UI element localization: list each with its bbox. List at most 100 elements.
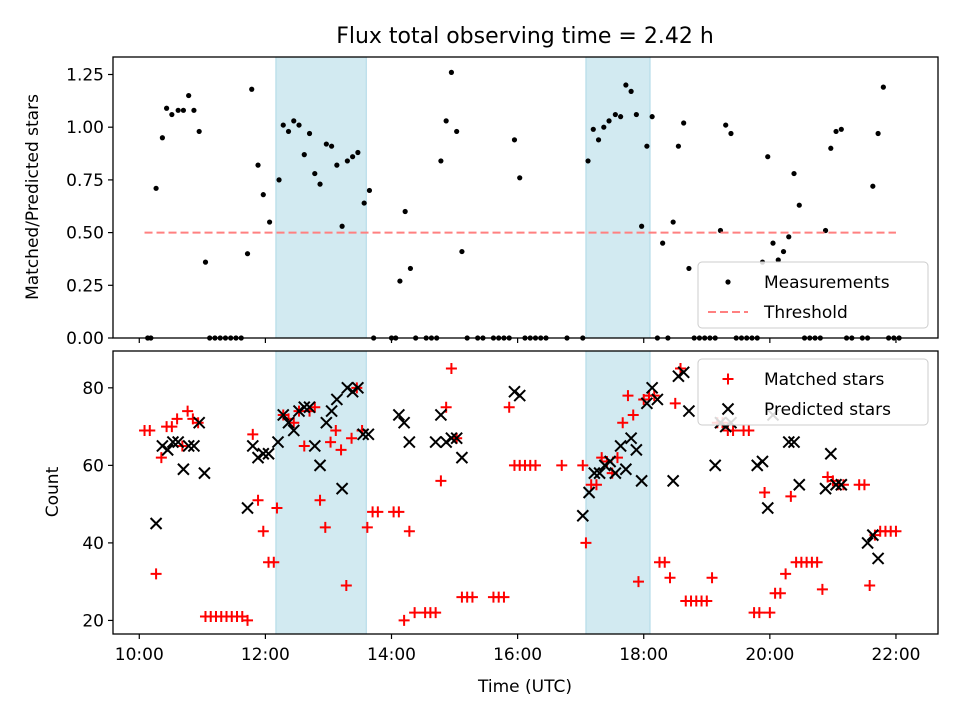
matched-star-point — [706, 572, 718, 584]
predicted-star-point — [192, 416, 206, 429]
x-tick-label: 10:00 — [115, 645, 164, 665]
predicted-star-point — [609, 466, 622, 480]
measurement-point — [681, 120, 687, 126]
matched-star-point — [627, 409, 639, 421]
count-y-axis-label: Count — [43, 466, 63, 517]
legend-matched-swatch — [722, 373, 734, 385]
predicted-star-point — [392, 408, 406, 422]
matched-star-point — [182, 405, 194, 417]
predicted-star-point — [246, 439, 259, 453]
ratio-series-1 — [145, 69, 902, 341]
predicted-star-point — [320, 416, 333, 429]
matched-star-point — [759, 487, 771, 498]
predicted-star-point — [362, 428, 375, 441]
matched-star-point — [743, 424, 755, 436]
matched-star-point — [503, 401, 515, 413]
legend-measurement-swatch — [725, 279, 731, 285]
matched-star-point — [298, 440, 310, 452]
observing-windows — [275, 350, 651, 635]
matched-star-point — [309, 401, 321, 413]
predicted-star-point — [434, 408, 448, 422]
measurement-point — [344, 158, 350, 164]
measurement-point — [153, 185, 159, 191]
measurement-point — [169, 111, 175, 118]
measurement-point — [686, 265, 692, 272]
matched-star-point — [166, 421, 178, 433]
matched-star-point — [890, 525, 902, 537]
predicted-star-point — [677, 366, 690, 379]
predicted-star-point — [866, 528, 880, 542]
y-tick-label: 20 — [82, 611, 104, 631]
predicted-star-point — [835, 478, 848, 491]
predicted-star-point — [603, 455, 617, 468]
measurement-point — [590, 126, 596, 132]
ratio-panel: 0.00 0.25 0.50 0.75 1.00 1.25 Matched/Predict… — [23, 56, 939, 349]
matched-star-point — [171, 413, 183, 425]
predicted-star-point — [257, 447, 270, 460]
matched-star-point — [288, 417, 300, 429]
observing-window-2 — [585, 350, 651, 635]
matched-star-point — [403, 525, 415, 537]
legend-box — [697, 358, 929, 426]
predicted-star-point — [166, 435, 180, 449]
measurement-point — [366, 187, 373, 194]
predicted-star-point — [171, 435, 185, 449]
matched-star-point — [816, 583, 828, 595]
measurement-point — [438, 158, 444, 164]
matched-star-point — [764, 607, 776, 619]
predicted-star-point — [630, 443, 643, 457]
y-tick-label: 0.25 — [66, 276, 104, 296]
predicted-star-point — [624, 432, 638, 445]
matched-star-point — [556, 459, 568, 471]
measurement-point — [448, 69, 455, 75]
predicted-star-point — [682, 404, 696, 418]
predicted-star-point — [182, 439, 195, 453]
ratio-x-ticks — [138, 338, 897, 343]
measurement-point — [786, 234, 792, 240]
y-tick-label: 1.25 — [66, 65, 104, 85]
x-axis-label: Time (UTC) — [477, 677, 572, 697]
predicted-star-point — [177, 463, 190, 476]
matched-star-point — [268, 556, 280, 568]
predicted-star-point — [666, 474, 680, 488]
measurement-point — [339, 223, 345, 229]
predicted-star-point — [271, 435, 285, 449]
predicted-star-point — [445, 432, 458, 445]
matched-star-point — [753, 607, 765, 619]
measurement-point — [443, 118, 449, 124]
predicted-star-point — [351, 381, 365, 395]
measurement-point — [291, 118, 297, 124]
measurement-point — [260, 192, 266, 198]
chart-title: Flux total observing time = 2.42 h — [336, 24, 714, 49]
measurement-point — [765, 154, 771, 160]
predicted-star-point — [313, 459, 327, 472]
matched-star-point — [252, 494, 264, 506]
measurement-point — [517, 175, 523, 181]
matched-star-point — [242, 614, 254, 626]
predicted-star-point — [149, 517, 163, 530]
y-tick-label: 60 — [82, 456, 104, 476]
measurement-point — [355, 149, 361, 156]
legend-label: Matched stars — [764, 370, 884, 390]
matched-star-point — [445, 362, 457, 374]
measurement-point — [649, 114, 655, 120]
legend-label: Predicted stars — [764, 400, 891, 420]
measurement-point — [301, 152, 307, 158]
measurement-point — [202, 259, 209, 265]
matched-star-point — [257, 525, 269, 537]
x-tick-label: 16:00 — [493, 645, 542, 665]
predicted-star-point — [824, 447, 838, 460]
measurement-point — [633, 111, 639, 118]
measurement-point — [828, 145, 834, 151]
predicted-star-point — [871, 552, 885, 565]
measurement-point — [407, 265, 414, 272]
predicted-star-point — [308, 439, 321, 453]
measurement-point — [317, 181, 323, 187]
predicted-star-point — [161, 443, 174, 457]
y-tick-label: 40 — [82, 534, 104, 554]
matched-star-point — [409, 607, 421, 619]
measurement-point — [285, 128, 292, 135]
predicted-star-point — [187, 439, 201, 453]
measurement-point — [595, 137, 602, 143]
predicted-star-point — [576, 509, 589, 522]
